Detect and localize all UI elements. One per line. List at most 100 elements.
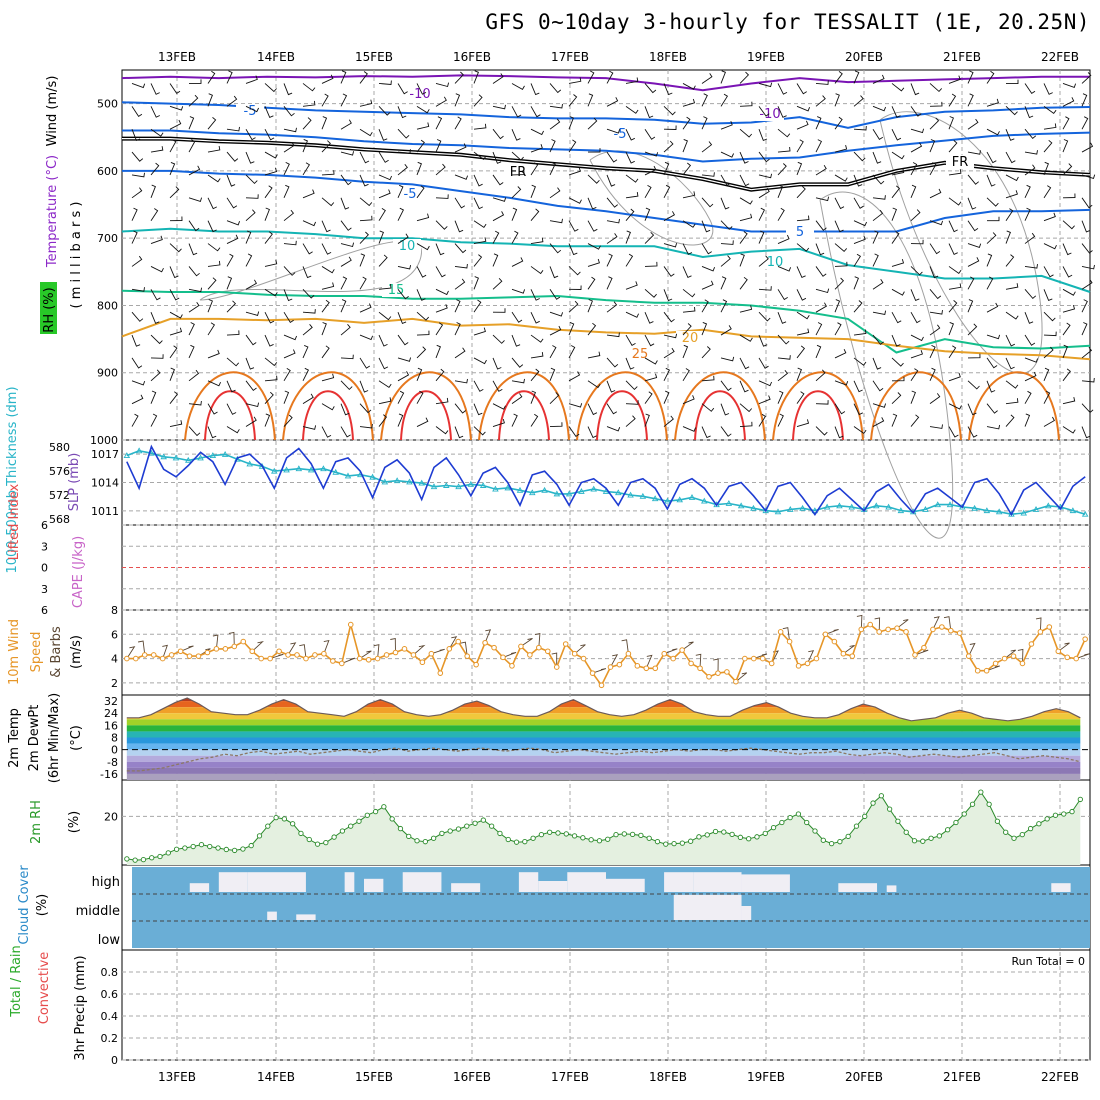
- wind-barb: [568, 77, 582, 84]
- thickness-point: [848, 503, 855, 510]
- wind-barb: [929, 101, 943, 107]
- wind-barb: [397, 149, 411, 154]
- rh-point: [804, 819, 810, 826]
- dew2m-label: 2m DewPt: [27, 705, 42, 772]
- thickness-point: [922, 506, 929, 512]
- date-label-bottom: 20FEB: [845, 1070, 883, 1084]
- rh-point: [1061, 811, 1067, 817]
- wind-barb: [207, 220, 217, 233]
- wind-barb: [739, 253, 745, 267]
- wind-barb: [739, 231, 748, 244]
- wind-barb: [948, 283, 962, 290]
- thickness-point: [639, 492, 647, 499]
- thickness-point: [934, 501, 941, 508]
- wind-barb: [302, 100, 316, 107]
- thickness-point: [578, 488, 585, 494]
- wind-barb: [549, 103, 563, 109]
- wind10-point: [1082, 636, 1088, 642]
- rh-point: [547, 829, 553, 835]
- rh-point: [265, 823, 271, 829]
- wind-barb: [245, 151, 255, 164]
- wind-barb: [986, 151, 997, 164]
- wind-barb: [1043, 123, 1057, 130]
- wind10-point: [715, 670, 721, 676]
- lifted-tick: 0: [41, 562, 48, 575]
- rh-point: [886, 806, 893, 812]
- wind-barb: [758, 311, 771, 322]
- wind-barb: [758, 187, 770, 199]
- wind-barb: [758, 334, 768, 347]
- wind-barb: [435, 163, 446, 176]
- rh-point: [646, 835, 652, 841]
- wind-barb: [530, 162, 539, 176]
- temperature-contours: [121, 74, 1091, 361]
- wind-barb: [473, 254, 483, 267]
- wind-barb: [739, 71, 750, 84]
- wind-barb: [321, 116, 328, 130]
- wind10-barb: [753, 653, 768, 660]
- wind-barb: [986, 380, 996, 393]
- wind-barb: [302, 289, 315, 299]
- wind-barb: [150, 390, 157, 404]
- wind-barb: [245, 230, 252, 244]
- wind-barb: [872, 195, 886, 200]
- wind-barb: [587, 93, 594, 107]
- pressure-tick: 900: [97, 367, 118, 380]
- temp-band: [126, 743, 1081, 750]
- wind-barb: [948, 197, 962, 206]
- wind10-barb: [713, 658, 719, 674]
- wind-barb: [891, 311, 902, 324]
- thickness-point: [541, 486, 548, 493]
- wind-barb: [986, 403, 998, 414]
- rh-point: [231, 847, 238, 854]
- wind-barb: [1005, 357, 1015, 370]
- wind-barb: [359, 99, 373, 107]
- wind-barb: [549, 83, 562, 94]
- wind10-barb: [592, 668, 607, 674]
- wind-barb: [834, 261, 848, 267]
- wind-barb: [511, 170, 525, 176]
- wind-barb: [891, 258, 905, 267]
- wind-barb: [549, 345, 557, 359]
- wind10-point: [544, 648, 551, 655]
- wind-barb: [929, 289, 942, 300]
- wind-barb: [416, 185, 425, 199]
- wind10-point: [607, 664, 614, 670]
- temp-tick: 32: [104, 695, 118, 708]
- wind-barb: [682, 306, 696, 313]
- wind-barb: [891, 334, 901, 347]
- wind10-point: [553, 664, 560, 670]
- wind-barb: [758, 207, 766, 221]
- wind-barb: [1043, 266, 1054, 278]
- contour-label: -10: [759, 107, 780, 122]
- cloud-cell-high: [402, 872, 442, 892]
- temperature-contour-25: [478, 371, 570, 441]
- contour-label-bg: [504, 165, 532, 179]
- wind10-point: [303, 655, 309, 662]
- thickness-point: [737, 502, 745, 509]
- wind-barb: [549, 266, 559, 279]
- wind-barb: [264, 288, 278, 297]
- wind-barb: [321, 426, 332, 438]
- wind10-barb: [212, 634, 219, 649]
- wind-barb: [587, 403, 598, 416]
- wind-barb: [397, 184, 404, 199]
- wind-barb: [910, 142, 923, 153]
- rh-point: [256, 833, 263, 839]
- wind-barb: [815, 369, 826, 382]
- wind-barb: [834, 349, 847, 359]
- wind-barb: [226, 70, 233, 84]
- date-label-top: 19FEB: [747, 50, 785, 64]
- thickness-tick: 580: [49, 441, 70, 454]
- wind10-barb: [968, 642, 976, 657]
- wind-barb: [1024, 184, 1031, 199]
- wind-barb: [454, 347, 466, 359]
- cloud-cell-high: [664, 872, 694, 892]
- wind-barb: [777, 146, 791, 153]
- wind-barb: [758, 380, 773, 387]
- wind10-point: [383, 652, 390, 658]
- wind-barb: [568, 197, 582, 204]
- precip-tick: 0.4: [101, 1010, 119, 1023]
- wind-barb: [1024, 232, 1036, 244]
- temperature-contour: [121, 289, 1091, 354]
